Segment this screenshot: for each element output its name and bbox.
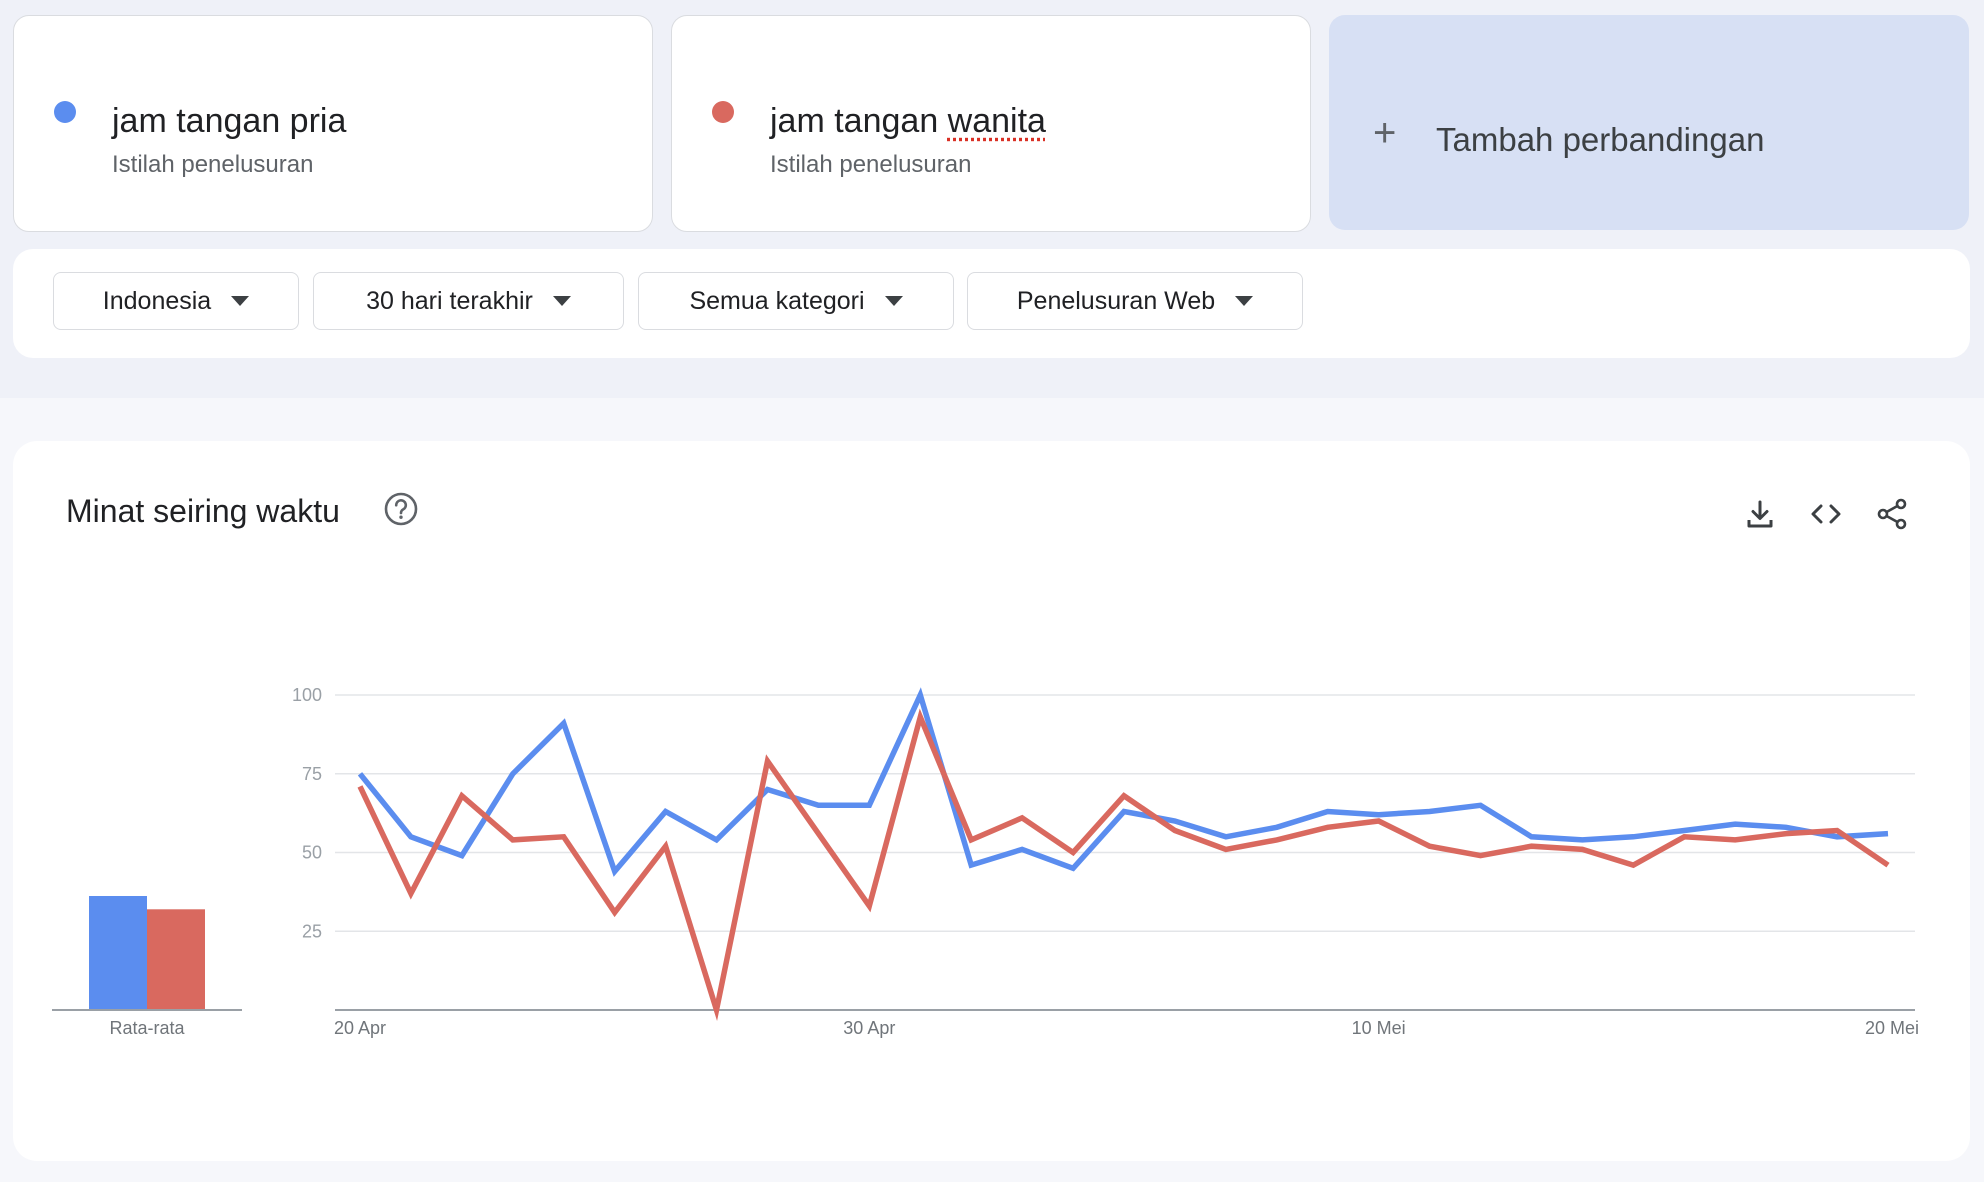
share-icon[interactable] [1874,496,1910,532]
filter-bar: Indonesia 30 hari terakhir Semua kategor… [13,249,1970,358]
term-name: jam tangan wanita [770,102,1046,141]
help-circle-icon[interactable] [383,491,419,527]
filter-label: Indonesia [102,286,212,315]
filter-region[interactable]: Indonesia [53,272,299,330]
download-icon[interactable] [1742,496,1778,532]
filter-category[interactable]: Semua kategori [638,272,954,330]
dropdown-arrow-icon [884,296,903,306]
term-card-pria[interactable]: jam tangan pria Istilah penelusuran [13,15,653,232]
add-comparison-label: Tambah perbandingan [1436,121,1765,158]
series-color-dot [712,101,734,123]
filter-search-type[interactable]: Penelusuran Web [967,272,1303,330]
term-name-spellcheck: wanita [947,102,1046,140]
add-comparison-button[interactable]: + Tambah perbandingan [1329,15,1969,230]
filter-label: Semua kategori [689,286,865,315]
term-name-prefix: jam tangan [770,102,948,140]
series-color-dot [54,101,76,123]
dropdown-arrow-icon [552,296,571,306]
embed-code-icon[interactable] [1808,496,1844,532]
chart-title: Minat seiring waktu [66,493,340,529]
term-name: jam tangan pria [112,102,347,140]
plus-icon: + [1373,111,1397,155]
term-subtitle: Istilah penelusuran [770,151,972,178]
filter-label: 30 hari terakhir [366,286,533,315]
term-subtitle: Istilah penelusuran [112,151,314,178]
term-card-wanita[interactable]: jam tangan wanita Istilah penelusuran [671,15,1311,232]
filter-label: Penelusuran Web [1016,286,1216,315]
interest-over-time-card: Minat seiring waktu [13,441,1970,1161]
dropdown-arrow-icon [231,296,250,306]
dropdown-arrow-icon [1235,296,1254,306]
filter-time-range[interactable]: 30 hari terakhir [313,272,624,330]
